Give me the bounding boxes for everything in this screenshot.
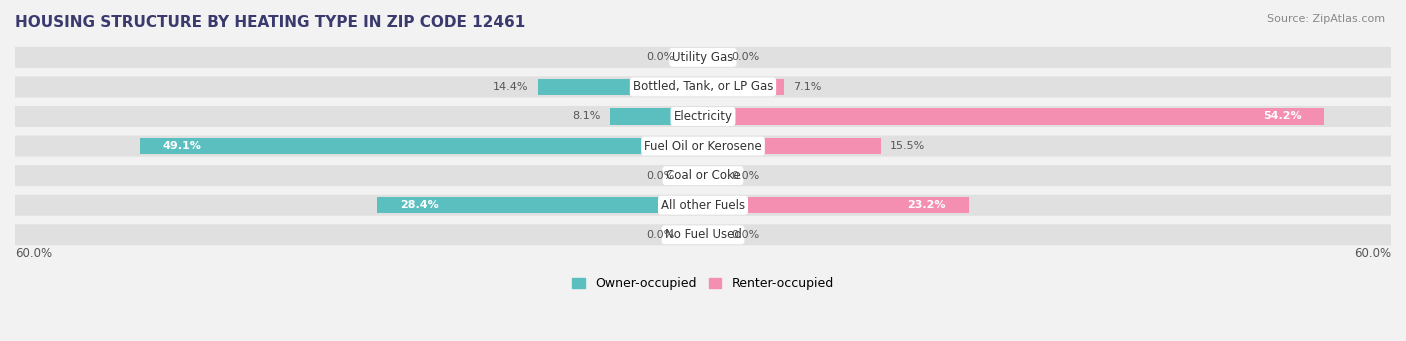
Text: 28.4%: 28.4% [401,200,439,210]
Text: 0.0%: 0.0% [647,230,675,240]
Text: 0.0%: 0.0% [731,170,759,181]
FancyBboxPatch shape [15,224,1391,245]
Text: 7.1%: 7.1% [793,82,823,92]
Bar [703,79,785,95]
FancyBboxPatch shape [15,76,1391,98]
Text: Source: ZipAtlas.com: Source: ZipAtlas.com [1267,14,1385,24]
Bar [377,197,703,213]
Bar [703,197,969,213]
Text: Coal or Coke: Coal or Coke [665,169,741,182]
FancyBboxPatch shape [15,47,1391,68]
FancyBboxPatch shape [15,165,1391,186]
Text: 0.0%: 0.0% [731,52,759,62]
Legend: Owner-occupied, Renter-occupied: Owner-occupied, Renter-occupied [568,272,838,295]
Text: Electricity: Electricity [673,110,733,123]
Bar [610,108,703,124]
Text: 60.0%: 60.0% [1354,247,1391,260]
Bar [703,138,880,154]
FancyBboxPatch shape [15,136,1391,157]
Bar [703,108,1324,124]
Text: All other Fuels: All other Fuels [661,199,745,212]
Text: 0.0%: 0.0% [647,52,675,62]
Text: Fuel Oil or Kerosene: Fuel Oil or Kerosene [644,139,762,152]
Text: No Fuel Used: No Fuel Used [665,228,741,241]
Text: 49.1%: 49.1% [163,141,202,151]
Bar [538,79,703,95]
Bar [141,138,703,154]
Text: Bottled, Tank, or LP Gas: Bottled, Tank, or LP Gas [633,80,773,93]
Text: HOUSING STRUCTURE BY HEATING TYPE IN ZIP CODE 12461: HOUSING STRUCTURE BY HEATING TYPE IN ZIP… [15,15,526,30]
Text: Utility Gas: Utility Gas [672,51,734,64]
Text: 23.2%: 23.2% [908,200,946,210]
Text: 54.2%: 54.2% [1263,112,1302,121]
Text: 14.4%: 14.4% [494,82,529,92]
Text: 0.0%: 0.0% [647,170,675,181]
FancyBboxPatch shape [15,106,1391,127]
Text: 0.0%: 0.0% [731,230,759,240]
Text: 60.0%: 60.0% [15,247,52,260]
Text: 15.5%: 15.5% [890,141,925,151]
FancyBboxPatch shape [15,195,1391,216]
Text: 8.1%: 8.1% [572,112,600,121]
